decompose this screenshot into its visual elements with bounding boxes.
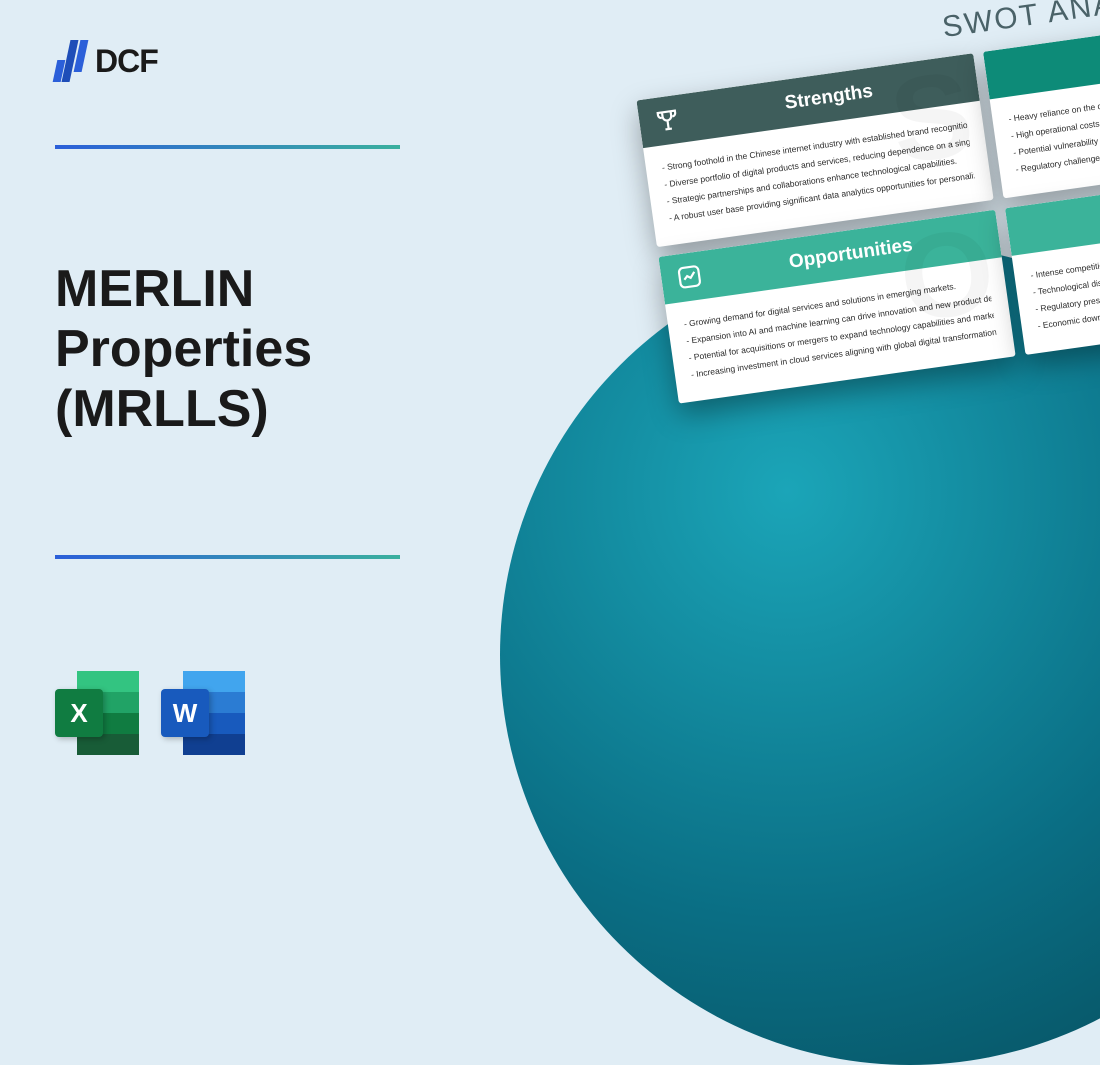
divider-top xyxy=(55,145,400,149)
chart-icon xyxy=(674,261,706,293)
excel-badge: X xyxy=(55,689,103,737)
divider-bottom xyxy=(55,555,400,559)
swot-panel: SWOT ANALYSIS Strengths - Strong foothol… xyxy=(630,0,1100,404)
file-icons-row: X W xyxy=(55,671,245,755)
word-icon[interactable]: W xyxy=(161,671,245,755)
word-badge: W xyxy=(161,689,209,737)
swot-card-threats: - Intense competition - Technological di… xyxy=(1005,172,1100,355)
brand-logo: DCF xyxy=(55,40,158,82)
brand-name: DCF xyxy=(95,43,158,80)
swot-card-weaknesses: - Heavy reliance on the domestic - High … xyxy=(983,16,1100,199)
excel-icon[interactable]: X xyxy=(55,671,139,755)
page-title: MERLINProperties(MRLLS) xyxy=(55,260,312,439)
trophy-icon xyxy=(652,105,684,137)
logo-bars-icon xyxy=(55,40,85,82)
